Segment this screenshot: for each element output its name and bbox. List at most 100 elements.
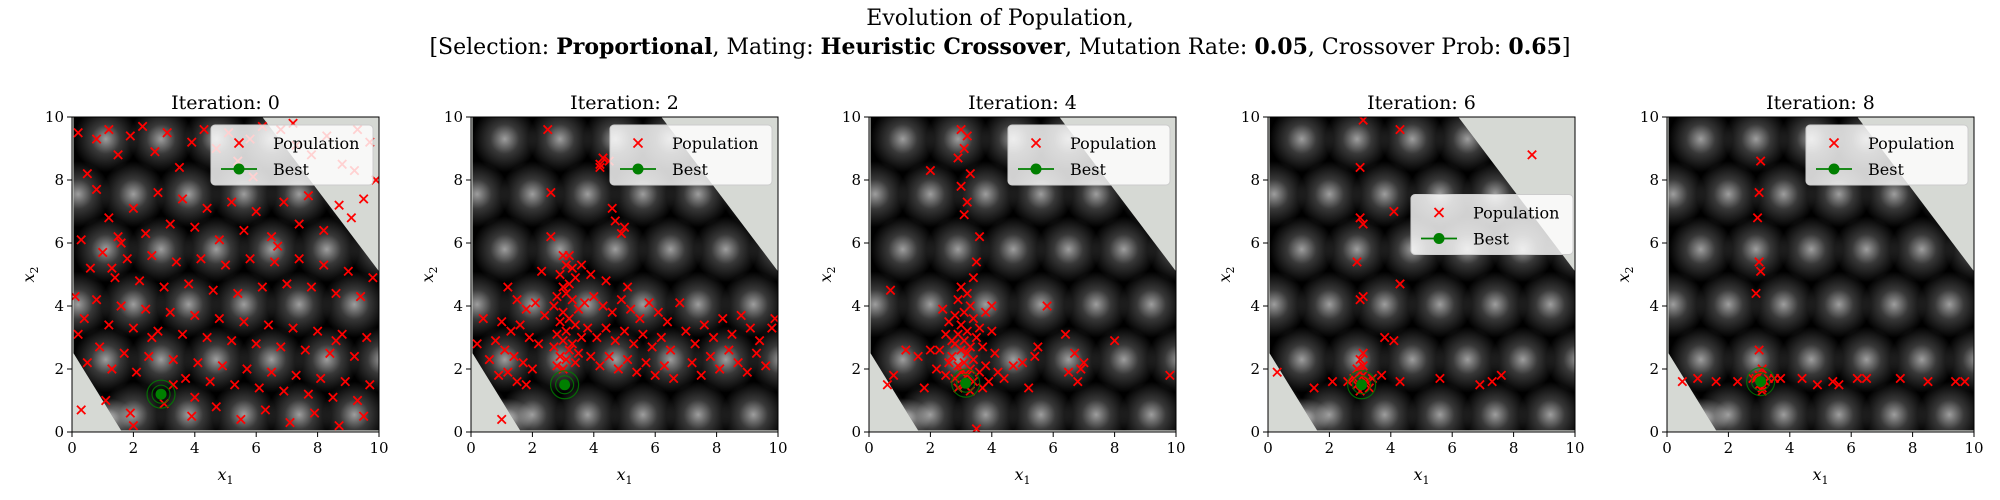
fitness-peak: [239, 216, 304, 283]
fitness-peak: [1668, 117, 1734, 173]
population-point: [361, 332, 372, 343]
population-point: [736, 310, 746, 321]
population-point: [754, 335, 765, 346]
fitness-peak: [1917, 271, 1974, 338]
population-point: [1042, 301, 1052, 311]
population-point: [503, 282, 513, 292]
fitness-peak: [1668, 326, 1734, 393]
population-point: [601, 275, 611, 286]
population-point: [622, 282, 633, 292]
population-point: [143, 351, 154, 362]
fitness-peak: [1119, 271, 1176, 338]
fitness-peak: [1696, 271, 1761, 338]
fitness-peak: [1269, 326, 1335, 393]
population-point: [993, 367, 1003, 377]
population-point: [94, 342, 105, 352]
population-point: [303, 389, 314, 400]
fitness-peak: [1297, 161, 1362, 228]
fitness-peak: [1324, 117, 1390, 173]
population-point: [641, 357, 651, 368]
population-point: [947, 351, 957, 362]
fitness-peak: [1352, 271, 1417, 338]
fitness-peak: [101, 271, 166, 338]
population-point: [527, 364, 538, 374]
fitness-peak: [1861, 271, 1927, 338]
fitness-peak: [1668, 216, 1734, 283]
fitness-peak: [1751, 161, 1816, 228]
y-tick-label: 2: [1649, 360, 1659, 378]
legend-population-marker: [233, 137, 245, 149]
y-tick-label: 10: [444, 108, 463, 126]
population-point: [539, 310, 550, 321]
subplot-iteration-0: 0 2 4 6 8 10 0 2 4 6 8 10 Iteration: 0 x1 x2 Population…: [19, 92, 389, 487]
population-point: [1272, 367, 1283, 377]
population-point: [1959, 376, 1970, 387]
population-point: [340, 376, 351, 387]
population-point: [91, 294, 102, 305]
population-point: [496, 414, 507, 425]
population-point: [650, 370, 661, 381]
best-point: [1755, 376, 1767, 388]
population-point: [165, 307, 176, 318]
population-point: [478, 313, 489, 324]
population-point: [512, 294, 522, 305]
y-tick-label: 4: [453, 297, 463, 315]
fitness-peak: [1324, 216, 1390, 283]
population-point: [696, 370, 707, 381]
population-point: [767, 323, 777, 333]
population-series: [882, 124, 1175, 432]
population-point: [1389, 206, 1399, 217]
fitness-peak: [472, 216, 538, 283]
population-point: [285, 417, 295, 428]
population-point: [226, 197, 237, 207]
x-tick-label: 4: [589, 439, 599, 457]
population-point: [628, 338, 639, 349]
population-point: [91, 184, 102, 195]
population-point: [971, 332, 982, 343]
population-point: [888, 370, 899, 381]
fitness-peak: [1063, 271, 1129, 338]
best-ring-inner: [1751, 372, 1771, 392]
fitness-peak: [1352, 381, 1417, 431]
plot-frame: [1267, 116, 1576, 433]
y-tick-label: 0: [1649, 423, 1659, 441]
population-point: [1355, 294, 1365, 305]
best-point: [1356, 379, 1368, 391]
y-tick-label: 6: [851, 234, 861, 252]
population-point: [595, 162, 605, 173]
subplot-iteration-2: 0 2 4 6 8 10 0 2 4 6 8 10 Iteration: 4 x1 x2 Population…: [816, 92, 1186, 487]
y-tick-label: 6: [54, 234, 64, 252]
fitness-peak: [349, 326, 379, 393]
fitness-peak: [527, 117, 593, 173]
legend-population-marker: [1030, 137, 1042, 149]
population-point: [1732, 376, 1743, 387]
population-point: [186, 137, 197, 148]
subtitle-crossover-label: , Crossover Prob:: [1307, 35, 1509, 60]
fitness-peak: [500, 161, 565, 228]
population-point: [300, 345, 311, 355]
legend-population-label: Population: [1473, 204, 1559, 223]
fitness-peak: [665, 271, 731, 338]
population-point: [104, 320, 114, 330]
x-tick-label: 8: [1509, 439, 1519, 457]
fitness-peak: [1806, 381, 1872, 431]
population-point: [607, 203, 618, 214]
population-point: [490, 335, 501, 346]
x-tick-label: 4: [1785, 439, 1795, 457]
fitness-peak: [953, 381, 1018, 431]
best-point: [960, 377, 972, 389]
x-tick-label: 6: [1048, 439, 1058, 457]
population-point: [146, 250, 157, 261]
y-tick-label: 4: [54, 297, 64, 315]
population-point: [1060, 329, 1071, 340]
y-tick-label: 8: [851, 171, 861, 189]
x-tick-label: 8: [313, 439, 323, 457]
population-point: [303, 190, 314, 201]
population-point: [288, 323, 298, 333]
population-point: [76, 235, 87, 245]
population-point: [549, 342, 559, 352]
population-point: [1754, 257, 1764, 267]
legend-population-marker: [1433, 207, 1445, 218]
